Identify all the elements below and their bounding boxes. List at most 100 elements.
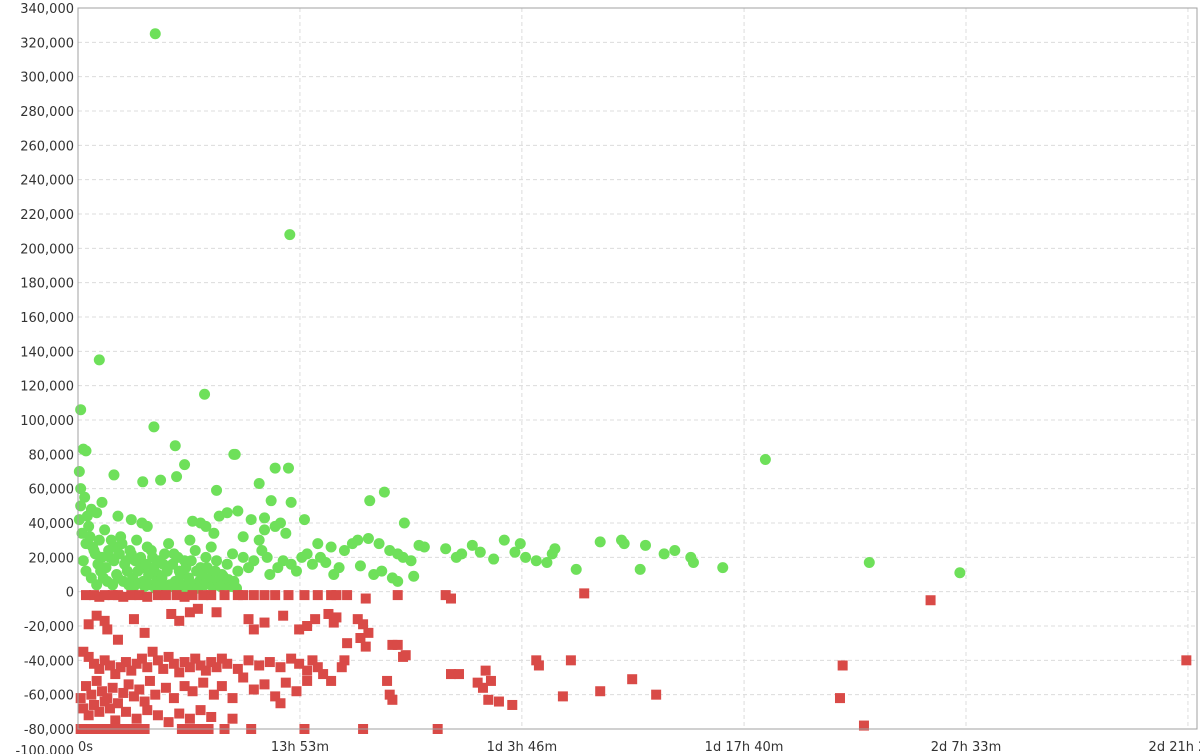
red-square-point [163, 651, 174, 662]
y-tick-label: 300,000 [20, 71, 74, 86]
red-square-point [472, 677, 483, 688]
green-circle-point [863, 556, 875, 568]
green-circle-point [189, 544, 201, 556]
green-circle-point [100, 562, 112, 574]
red-square-point [294, 658, 305, 669]
red-square-point [222, 658, 233, 669]
green-circle-point [440, 543, 452, 555]
green-circle-point [354, 560, 366, 572]
red-square-point [392, 590, 403, 601]
red-square-point [627, 674, 638, 685]
red-square-point [168, 658, 179, 669]
red-square-point [485, 675, 496, 686]
green-circle-point [368, 569, 380, 580]
red-square-point [104, 660, 115, 671]
green-circle-point [243, 562, 255, 574]
red-square-point [837, 660, 848, 671]
y-tick-label: -20,000 [24, 620, 74, 635]
grid [77, 7, 1197, 730]
red-square-point [651, 689, 662, 700]
green-circle-point [208, 527, 220, 539]
red-square-point [557, 691, 568, 702]
red-square-point [310, 614, 321, 625]
y-tick-label: 220,000 [20, 208, 74, 223]
red-square-point [440, 590, 451, 601]
red-square-point [99, 696, 110, 707]
red-square-point [158, 663, 169, 674]
red-square-point [174, 615, 185, 626]
red-square-point [206, 590, 217, 601]
y-tick-label: 240,000 [20, 174, 74, 189]
green-circle-point [456, 548, 468, 560]
red-square-point [166, 608, 177, 619]
green-circle-point [639, 539, 651, 551]
red-square-point [99, 590, 110, 601]
green-circle-point [352, 534, 364, 546]
red-square-point [243, 655, 254, 666]
red-square-point [118, 687, 129, 698]
green-circle-point [113, 548, 125, 560]
red-square-point [318, 669, 329, 680]
red-square-point [216, 681, 227, 692]
red-square-point [200, 665, 211, 676]
red-square-point [326, 675, 337, 686]
green-circle-point [296, 551, 308, 563]
red-square-point [139, 627, 150, 638]
red-square-point [480, 665, 491, 676]
red-square-point [331, 612, 342, 623]
y-tick-label: -60,000 [24, 689, 74, 704]
green-circle-point [221, 507, 233, 519]
green-circle-point [155, 474, 167, 486]
red-square-point [232, 590, 243, 601]
red-square-point [128, 691, 139, 702]
red-square-point [238, 672, 249, 683]
green-circle-point [325, 541, 337, 553]
red-square-point [115, 662, 126, 673]
green-circle-point [364, 495, 376, 507]
green-circle-point [759, 453, 771, 465]
red-square-point [211, 662, 222, 673]
axis-tick-labels: 340,000 320,000 300,000 280,000 260,000 240,0… [16, 2, 1200, 754]
red-square-point [192, 603, 203, 614]
red-square-point [259, 590, 270, 601]
green-circle-point [211, 555, 223, 567]
green-circle-point [132, 565, 144, 577]
red-square-point [184, 607, 195, 618]
x-tick-label: 1d 3h 46m [487, 740, 558, 754]
red-square-point [139, 696, 150, 707]
red-square-point [128, 614, 139, 625]
green-circle-point [669, 544, 681, 556]
y-tick-label: 80,000 [29, 448, 75, 463]
x-tick-label: 2d 21h 26m [1149, 740, 1200, 754]
green-circle-point [658, 548, 670, 560]
red-square-point [118, 591, 129, 602]
green-circle-point [205, 541, 217, 553]
red-square-point [134, 590, 145, 601]
red-square-point [834, 693, 845, 704]
red-square-point [270, 590, 281, 601]
red-square-point [171, 590, 182, 601]
green-circle-point [108, 469, 120, 481]
green-circle-point [398, 517, 410, 529]
red-square-point [275, 698, 286, 709]
y-tick-label: 20,000 [29, 551, 75, 566]
green-circle-point [488, 553, 500, 565]
x-tick-label: 0s [78, 740, 93, 754]
red-square-point [360, 641, 371, 652]
y-tick-label: -100,000 [16, 744, 74, 754]
red-square-point [531, 655, 542, 666]
green-circle-point [163, 538, 175, 550]
green-circle-point [171, 471, 183, 483]
red-square-point [595, 686, 606, 697]
green-circle-point [211, 484, 223, 496]
red-square-point [227, 713, 238, 724]
green-circle-point [259, 512, 270, 524]
red-square-point [533, 660, 544, 671]
green-circle-point [498, 534, 510, 546]
red-square-point [150, 689, 161, 700]
green-circle-point [200, 520, 212, 532]
green-circle-point [185, 555, 197, 567]
y-tick-label: 340,000 [20, 2, 74, 17]
green-circle-point [93, 534, 105, 546]
red-square-point [91, 675, 102, 686]
